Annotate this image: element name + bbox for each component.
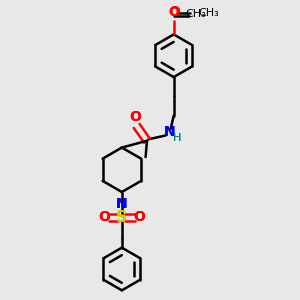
Text: N: N <box>116 197 128 211</box>
Text: H: H <box>173 134 182 143</box>
Text: O: O <box>98 210 110 224</box>
Text: N: N <box>164 125 175 139</box>
Text: O: O <box>168 6 179 19</box>
Text: O: O <box>134 210 146 224</box>
Text: CH₃: CH₃ <box>185 9 206 19</box>
Text: CH₃: CH₃ <box>198 8 219 18</box>
Text: S: S <box>116 210 128 225</box>
Text: O: O <box>129 110 141 124</box>
Text: O: O <box>134 210 146 224</box>
Text: S: S <box>116 210 128 225</box>
Text: O: O <box>98 210 110 224</box>
Text: H: H <box>173 134 182 143</box>
Text: N: N <box>164 125 175 139</box>
Text: N: N <box>116 197 128 211</box>
Text: O: O <box>168 5 180 19</box>
Text: O: O <box>129 110 141 124</box>
